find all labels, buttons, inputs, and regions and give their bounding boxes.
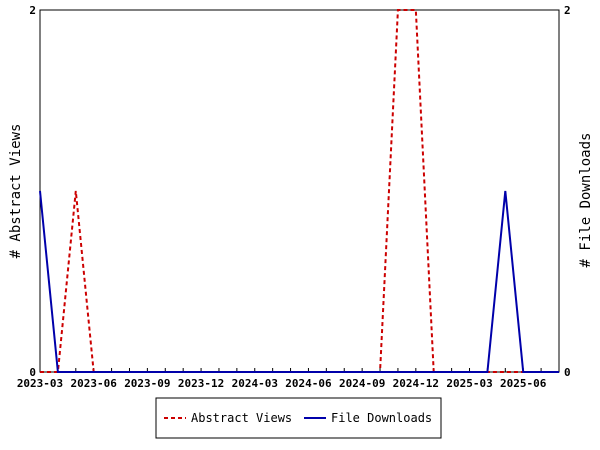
x-tick-label: 2023-03	[17, 377, 63, 390]
y-tick-right-top: 2	[564, 4, 571, 17]
x-tick-label: 2024-06	[285, 377, 332, 390]
legend-label-abstract-views: Abstract Views	[191, 411, 292, 425]
y-axis-right-label: # File Downloads	[578, 133, 594, 268]
y-tick-right-bottom: 0	[564, 366, 571, 379]
legend: Abstract Views File Downloads	[155, 397, 442, 439]
x-tick-label: 2024-03	[232, 377, 278, 390]
legend-box	[155, 397, 442, 439]
x-tick-label: 2024-09	[339, 377, 385, 390]
plot-area	[39, 9, 560, 373]
x-tick-label: 2025-03	[446, 377, 492, 390]
x-tick-label: 2024-12	[393, 377, 439, 390]
x-tick-label: 2025-06	[500, 377, 547, 390]
series-lines	[39, 9, 559, 373]
x-tick-label: 2023-09	[124, 377, 170, 390]
legend-label-file-downloads: File Downloads	[331, 411, 432, 425]
series-line-file-downloads	[39, 190, 559, 373]
y-tick-left-top: 2	[29, 4, 36, 17]
x-tick-label: 2023-12	[178, 377, 224, 390]
y-tick-left-bottom: 0	[29, 366, 36, 379]
x-tick-label: 2023-06	[71, 377, 118, 390]
y-axis-left-label: # Abstract Views	[8, 124, 24, 259]
